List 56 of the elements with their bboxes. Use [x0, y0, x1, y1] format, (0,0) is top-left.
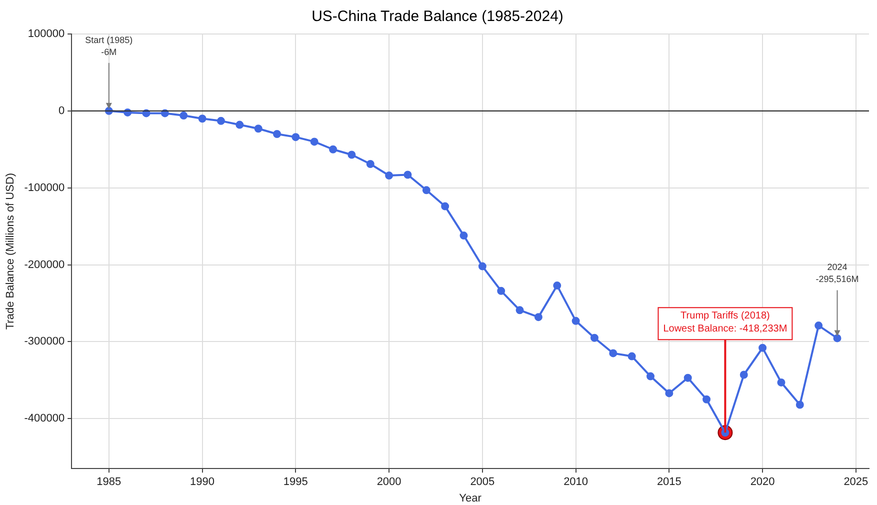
- x-tick-label: 2010: [564, 476, 588, 488]
- point: [684, 374, 692, 382]
- point: [292, 133, 300, 142]
- x-tick-label: 2020: [750, 476, 775, 488]
- point: [180, 112, 188, 120]
- y-tick-label: -300000: [24, 336, 65, 348]
- y-tick-label: 0: [58, 104, 65, 117]
- point: [796, 400, 804, 409]
- y-tick-label: -200000: [24, 258, 65, 271]
- point: [460, 232, 468, 240]
- x-tick-label: 2025: [844, 476, 868, 488]
- annotation: 2024 -295,516M: [816, 262, 859, 284]
- x-tick-label: 2005: [470, 476, 495, 488]
- point: [833, 334, 842, 342]
- point: [254, 124, 262, 133]
- point: [646, 372, 654, 380]
- x-tick-label: 1985: [96, 476, 122, 488]
- point: [814, 322, 823, 330]
- point: [740, 370, 748, 379]
- point: [758, 344, 767, 352]
- point: [348, 150, 356, 159]
- point: [329, 145, 338, 154]
- point: [272, 130, 281, 138]
- y-tick-label: -400000: [24, 412, 65, 425]
- point: [216, 116, 225, 125]
- y-tick-label: -100000: [24, 182, 65, 194]
- point: [236, 120, 244, 129]
- point: [310, 138, 318, 146]
- point: [497, 286, 506, 295]
- x-axis-title: Year: [459, 492, 482, 504]
- annotation: Trump Tariffs (2018) Lowest Balance: -418,233M: [663, 310, 788, 334]
- point: [553, 282, 562, 290]
- y-axis-title: Trade Balance (Millions of USD): [4, 172, 17, 330]
- point: [777, 378, 786, 386]
- point: [665, 389, 674, 398]
- chart-title: US-China Trade Balance (1985-2024): [312, 8, 564, 26]
- x-tick-label: 1990: [190, 476, 215, 488]
- annotation: Start (1985) -6M: [85, 34, 133, 57]
- point: [198, 114, 206, 123]
- point: [422, 186, 430, 194]
- point: [516, 306, 524, 314]
- point: [404, 170, 412, 179]
- point: [702, 395, 711, 404]
- point: [478, 262, 486, 270]
- x-tick-label: 1995: [283, 476, 308, 488]
- x-tick-label: 2000: [376, 476, 402, 488]
- x-tick-label: 2015: [656, 476, 682, 488]
- point: [609, 349, 618, 358]
- point: [385, 172, 394, 180]
- point: [441, 202, 450, 210]
- point: [590, 334, 598, 342]
- point: [572, 316, 580, 325]
- point: [366, 160, 374, 168]
- point: [628, 352, 636, 360]
- y-tick-label: 100000: [28, 28, 65, 40]
- point: [534, 313, 542, 322]
